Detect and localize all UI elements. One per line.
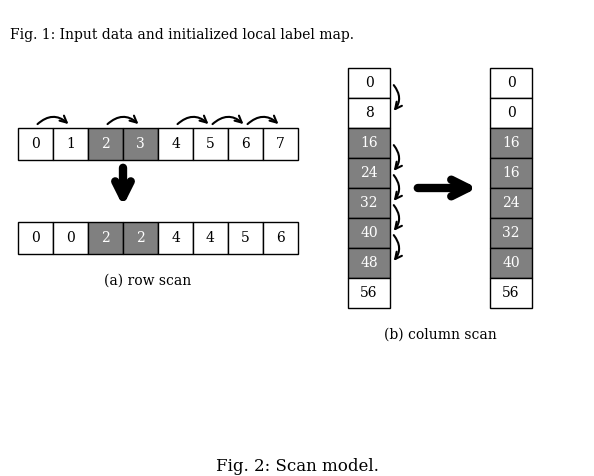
Text: 2: 2 bbox=[101, 137, 110, 151]
Text: 0: 0 bbox=[31, 137, 40, 151]
Text: 0: 0 bbox=[507, 76, 516, 90]
Text: 24: 24 bbox=[502, 196, 520, 210]
Text: 4: 4 bbox=[171, 231, 180, 245]
Text: (a) row scan: (a) row scan bbox=[105, 274, 192, 288]
Text: 4: 4 bbox=[206, 231, 215, 245]
Text: 2: 2 bbox=[136, 231, 145, 245]
Text: 0: 0 bbox=[507, 106, 516, 120]
Bar bbox=[348, 188, 390, 218]
Text: 40: 40 bbox=[502, 256, 520, 270]
Text: 7: 7 bbox=[276, 137, 285, 151]
Bar bbox=[193, 222, 228, 254]
Text: 16: 16 bbox=[502, 166, 520, 180]
Bar bbox=[228, 222, 263, 254]
Bar bbox=[158, 128, 193, 160]
Text: 24: 24 bbox=[360, 166, 378, 180]
Text: 56: 56 bbox=[360, 286, 378, 300]
Bar bbox=[348, 128, 390, 158]
Text: 0: 0 bbox=[365, 76, 374, 90]
Bar bbox=[490, 158, 532, 188]
Text: 16: 16 bbox=[502, 136, 520, 150]
Bar bbox=[348, 218, 390, 248]
Bar bbox=[490, 248, 532, 278]
Bar bbox=[348, 248, 390, 278]
Bar bbox=[88, 128, 123, 160]
Bar bbox=[228, 128, 263, 160]
Text: 6: 6 bbox=[276, 231, 285, 245]
Text: 48: 48 bbox=[360, 256, 378, 270]
Text: Fig. 1: Input data and initialized local label map.: Fig. 1: Input data and initialized local… bbox=[10, 28, 354, 42]
Text: 1: 1 bbox=[66, 137, 75, 151]
Text: 0: 0 bbox=[66, 231, 75, 245]
Text: 32: 32 bbox=[360, 196, 378, 210]
Text: 4: 4 bbox=[171, 137, 180, 151]
Text: Fig. 2: Scan model.: Fig. 2: Scan model. bbox=[216, 458, 378, 475]
Bar bbox=[348, 278, 390, 308]
Text: 5: 5 bbox=[241, 231, 250, 245]
Text: 0: 0 bbox=[31, 231, 40, 245]
Bar bbox=[263, 222, 298, 254]
Text: 3: 3 bbox=[136, 137, 145, 151]
Bar bbox=[490, 188, 532, 218]
Bar bbox=[53, 128, 88, 160]
Text: (b) column scan: (b) column scan bbox=[384, 328, 497, 342]
Bar bbox=[18, 222, 53, 254]
Text: 6: 6 bbox=[241, 137, 250, 151]
Text: 16: 16 bbox=[360, 136, 378, 150]
Text: 32: 32 bbox=[503, 226, 520, 240]
Bar bbox=[348, 158, 390, 188]
Bar bbox=[490, 68, 532, 98]
Bar bbox=[490, 278, 532, 308]
Bar bbox=[158, 222, 193, 254]
Bar bbox=[490, 128, 532, 158]
Bar bbox=[348, 98, 390, 128]
Bar bbox=[53, 222, 88, 254]
Bar bbox=[490, 218, 532, 248]
Text: 40: 40 bbox=[360, 226, 378, 240]
Text: 8: 8 bbox=[365, 106, 374, 120]
Bar bbox=[263, 128, 298, 160]
Text: 5: 5 bbox=[206, 137, 215, 151]
Bar bbox=[88, 222, 123, 254]
Bar bbox=[18, 128, 53, 160]
Bar bbox=[123, 222, 158, 254]
Bar bbox=[123, 128, 158, 160]
Bar bbox=[348, 68, 390, 98]
Text: 2: 2 bbox=[101, 231, 110, 245]
Bar bbox=[193, 128, 228, 160]
Bar bbox=[490, 98, 532, 128]
Text: 56: 56 bbox=[503, 286, 520, 300]
